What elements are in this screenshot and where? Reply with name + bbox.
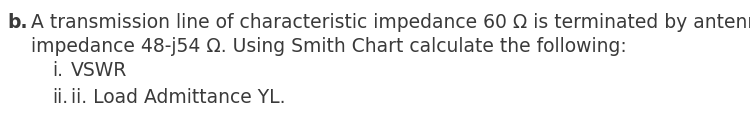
Text: i.: i. (52, 61, 63, 80)
Text: ii.: ii. (52, 88, 68, 108)
Text: ii. Load Admittance YL.: ii. Load Admittance YL. (70, 88, 285, 108)
Text: VSWR: VSWR (70, 61, 127, 80)
Text: b.: b. (8, 13, 28, 32)
Text: impedance 48-j54 Ω. Using Smith Chart calculate the following:: impedance 48-j54 Ω. Using Smith Chart ca… (31, 37, 626, 56)
Text: A transmission line of characteristic impedance 60 Ω is terminated by antenna of: A transmission line of characteristic im… (31, 13, 750, 32)
